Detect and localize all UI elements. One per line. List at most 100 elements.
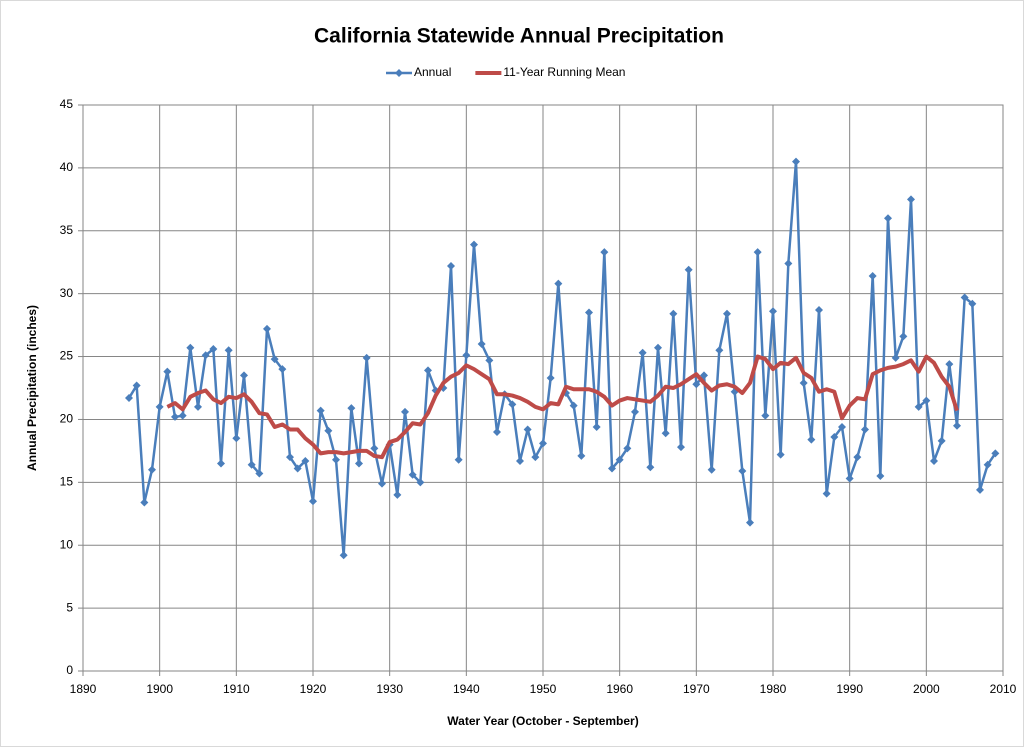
data-point [815,306,823,315]
data-point [278,365,287,374]
data-point [845,474,854,483]
data-point [132,381,141,390]
x-tick-label: 1890 [70,682,97,696]
data-point [968,299,977,308]
data-point [508,400,517,409]
data-point [263,324,271,333]
data-point [761,411,770,420]
data-point [470,240,478,249]
data-point [899,332,908,341]
data-point [623,444,632,453]
plot-border [82,104,1004,672]
x-tick-label: 1920 [300,682,327,696]
data-point [976,485,984,494]
data-point [669,309,678,318]
data-point [700,371,708,380]
data-point [155,402,164,411]
data-point [546,373,555,382]
data-point [884,214,892,223]
data-point [715,346,724,355]
legend-label: 11-Year Running Mean [503,65,625,79]
data-point [592,422,601,431]
data-point [615,455,624,464]
data-point [301,456,310,465]
data-point [891,353,900,362]
data-point [945,360,954,369]
x-tick-label: 1950 [530,682,557,696]
data-point [339,551,348,560]
data-point [516,456,524,465]
data-point [868,272,877,281]
data-point [600,248,609,257]
data-point [186,343,195,352]
data-point [454,455,463,464]
data-point [539,439,547,448]
data-point [324,426,333,435]
data-point [316,406,325,415]
data-point [799,378,808,387]
data-point [408,470,417,479]
data-point [577,451,586,460]
y-tick-label: 20 [60,412,74,426]
data-point [991,449,1000,458]
data-point [853,453,862,462]
data-point [355,459,363,468]
data-point [232,434,241,443]
data-point [776,450,785,459]
x-tick-label: 1980 [760,682,787,696]
data-point [401,407,409,416]
y-tick-label: 0 [66,663,73,677]
data-point [125,394,133,403]
data-point [822,489,831,498]
data-point [960,293,969,302]
data-point [309,497,317,506]
data-point [930,456,938,465]
data-point [983,460,992,469]
data-point [370,444,379,453]
y-tick-label: 40 [60,160,74,174]
data-point [723,309,731,318]
data-point [240,371,248,380]
x-tick-label: 2000 [913,682,940,696]
chart-title: California Statewide Annual Precipitatio… [314,25,724,48]
x-tick-label: 1970 [683,682,710,696]
data-point [209,345,218,354]
data-point [140,498,149,507]
data-point [201,351,210,360]
data-point [378,479,386,488]
y-tick-label: 25 [60,349,74,363]
data-point [393,490,402,499]
data-point [148,465,156,474]
data-point [462,351,471,360]
data-point [830,433,839,442]
data-point [531,453,540,462]
data-point [922,396,931,405]
data-point [347,404,356,413]
x-tick-label: 1910 [223,682,250,696]
y-tick-label: 35 [60,223,74,237]
data-point [661,429,670,438]
data-point [270,355,279,364]
data-point [293,464,302,473]
legend-marker [395,69,403,77]
data-point [477,339,486,348]
data-point [807,435,816,444]
x-tick-label: 1940 [453,682,480,696]
x-tick-label: 1930 [376,682,403,696]
x-tick-label: 1900 [146,682,173,696]
data-point [677,443,685,452]
data-point [769,307,777,316]
y-tick-label: 45 [60,97,74,111]
data-point [163,367,172,376]
data-point [332,455,340,464]
data-point [707,465,716,474]
x-tick-label: 1960 [606,682,633,696]
data-point [523,425,532,434]
data-point [217,459,225,468]
data-point [554,279,563,288]
data-point [654,343,662,352]
y-tick-label: 30 [60,286,74,300]
data-point [585,308,593,317]
